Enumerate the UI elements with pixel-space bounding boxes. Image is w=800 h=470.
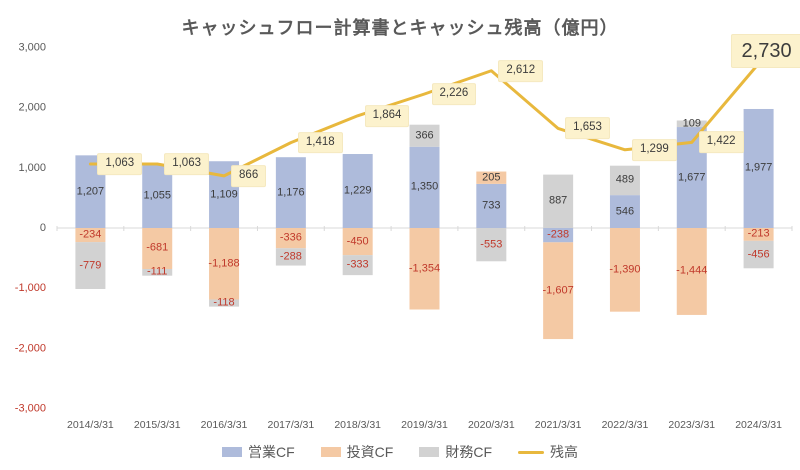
y-axis-tick-label: 3,000 (18, 41, 46, 53)
y-axis-tick-label: 0 (40, 222, 46, 234)
bar-segment-財務CF (743, 240, 774, 269)
bar-segment-営業CF (275, 157, 306, 228)
legend-swatch-financing-cf (419, 447, 440, 457)
bar-segment-財務CF (609, 165, 640, 196)
bar-segment-営業CF (342, 154, 373, 228)
bar-segment-営業CF (75, 155, 106, 228)
bar-segment-投資CF (676, 228, 707, 315)
bar-segment-営業CF (476, 183, 507, 228)
bar-segment-投資CF (409, 228, 440, 310)
bar-segment-投資CF (142, 228, 173, 269)
chart-title: キャッシュフロー計算書とキャッシュ残高（億円） (181, 18, 619, 38)
bar-segment-投資CF (609, 228, 640, 312)
bar-segment-投資CF (275, 228, 306, 249)
legend-label-financing-cf: 財務CF (445, 444, 492, 460)
legend-label-operating-cf: 営業CF (247, 444, 295, 460)
bar-segment-投資CF (476, 171, 507, 184)
bar-segment-営業CF (409, 146, 440, 228)
y-axis-tick-label: 2,000 (18, 102, 46, 114)
legend-item-operating-cf: 営業CF (221, 442, 295, 462)
legend-swatch-operating-cf (221, 447, 242, 457)
bar-segment-投資CF (75, 228, 106, 243)
x-axis-category-label: 2020/3/31 (468, 419, 515, 431)
x-axis-category-label: 2015/3/31 (134, 419, 181, 431)
bar-segment-営業CF (543, 228, 574, 243)
bar-segment-投資CF (342, 228, 373, 256)
bar-segment-投資CF (743, 228, 774, 241)
legend: 営業CF 投資CF 財務CF 残高 (0, 442, 800, 462)
x-axis-category-label: 2019/3/31 (401, 419, 448, 431)
legend-label-investing-cf: 投資CF (346, 444, 394, 460)
legend-swatch-balance-line (518, 450, 544, 454)
legend-item-financing-cf: 財務CF (419, 442, 492, 462)
x-axis-category-label: 2021/3/31 (535, 419, 582, 431)
y-axis-tick-label: 1,000 (18, 162, 46, 174)
bar-segment-財務CF (75, 242, 106, 289)
legend-label-balance: 残高 (550, 444, 578, 460)
x-axis-category-label: 2017/3/31 (268, 419, 315, 431)
y-axis-tick-label: -1,000 (15, 282, 46, 294)
bar-segment-財務CF (476, 228, 507, 262)
y-axis-tick-label: -2,000 (15, 342, 46, 354)
x-axis-category-label: 2016/3/31 (201, 419, 248, 431)
y-axis-tick-label: -3,000 (15, 403, 46, 415)
legend-swatch-investing-cf (320, 447, 341, 457)
bar-segment-投資CF (209, 228, 240, 300)
legend-item-investing-cf: 投資CF (320, 442, 394, 462)
x-axis-category-label: 2014/3/31 (67, 419, 114, 431)
bar-segment-財務CF (275, 248, 306, 266)
bar-segment-財務CF (543, 174, 574, 228)
bar-segment-投資CF (543, 242, 574, 340)
legend-item-balance: 残高 (518, 442, 578, 462)
bar-segment-営業CF (142, 164, 173, 228)
bar-segment-財務CF (676, 120, 707, 128)
bar-segment-営業CF (609, 195, 640, 228)
bar-segment-財務CF (209, 299, 240, 307)
x-axis-category-label: 2023/3/31 (668, 419, 715, 431)
bar-segment-財務CF (142, 268, 173, 276)
bar-segment-財務CF (342, 255, 373, 276)
x-axis-category-label: 2022/3/31 (602, 419, 649, 431)
x-axis-category-label: 2024/3/31 (735, 419, 782, 431)
x-axis-category-label: 2018/3/31 (334, 419, 381, 431)
bar-segment-財務CF (409, 124, 440, 147)
bar-segment-営業CF (743, 108, 774, 228)
